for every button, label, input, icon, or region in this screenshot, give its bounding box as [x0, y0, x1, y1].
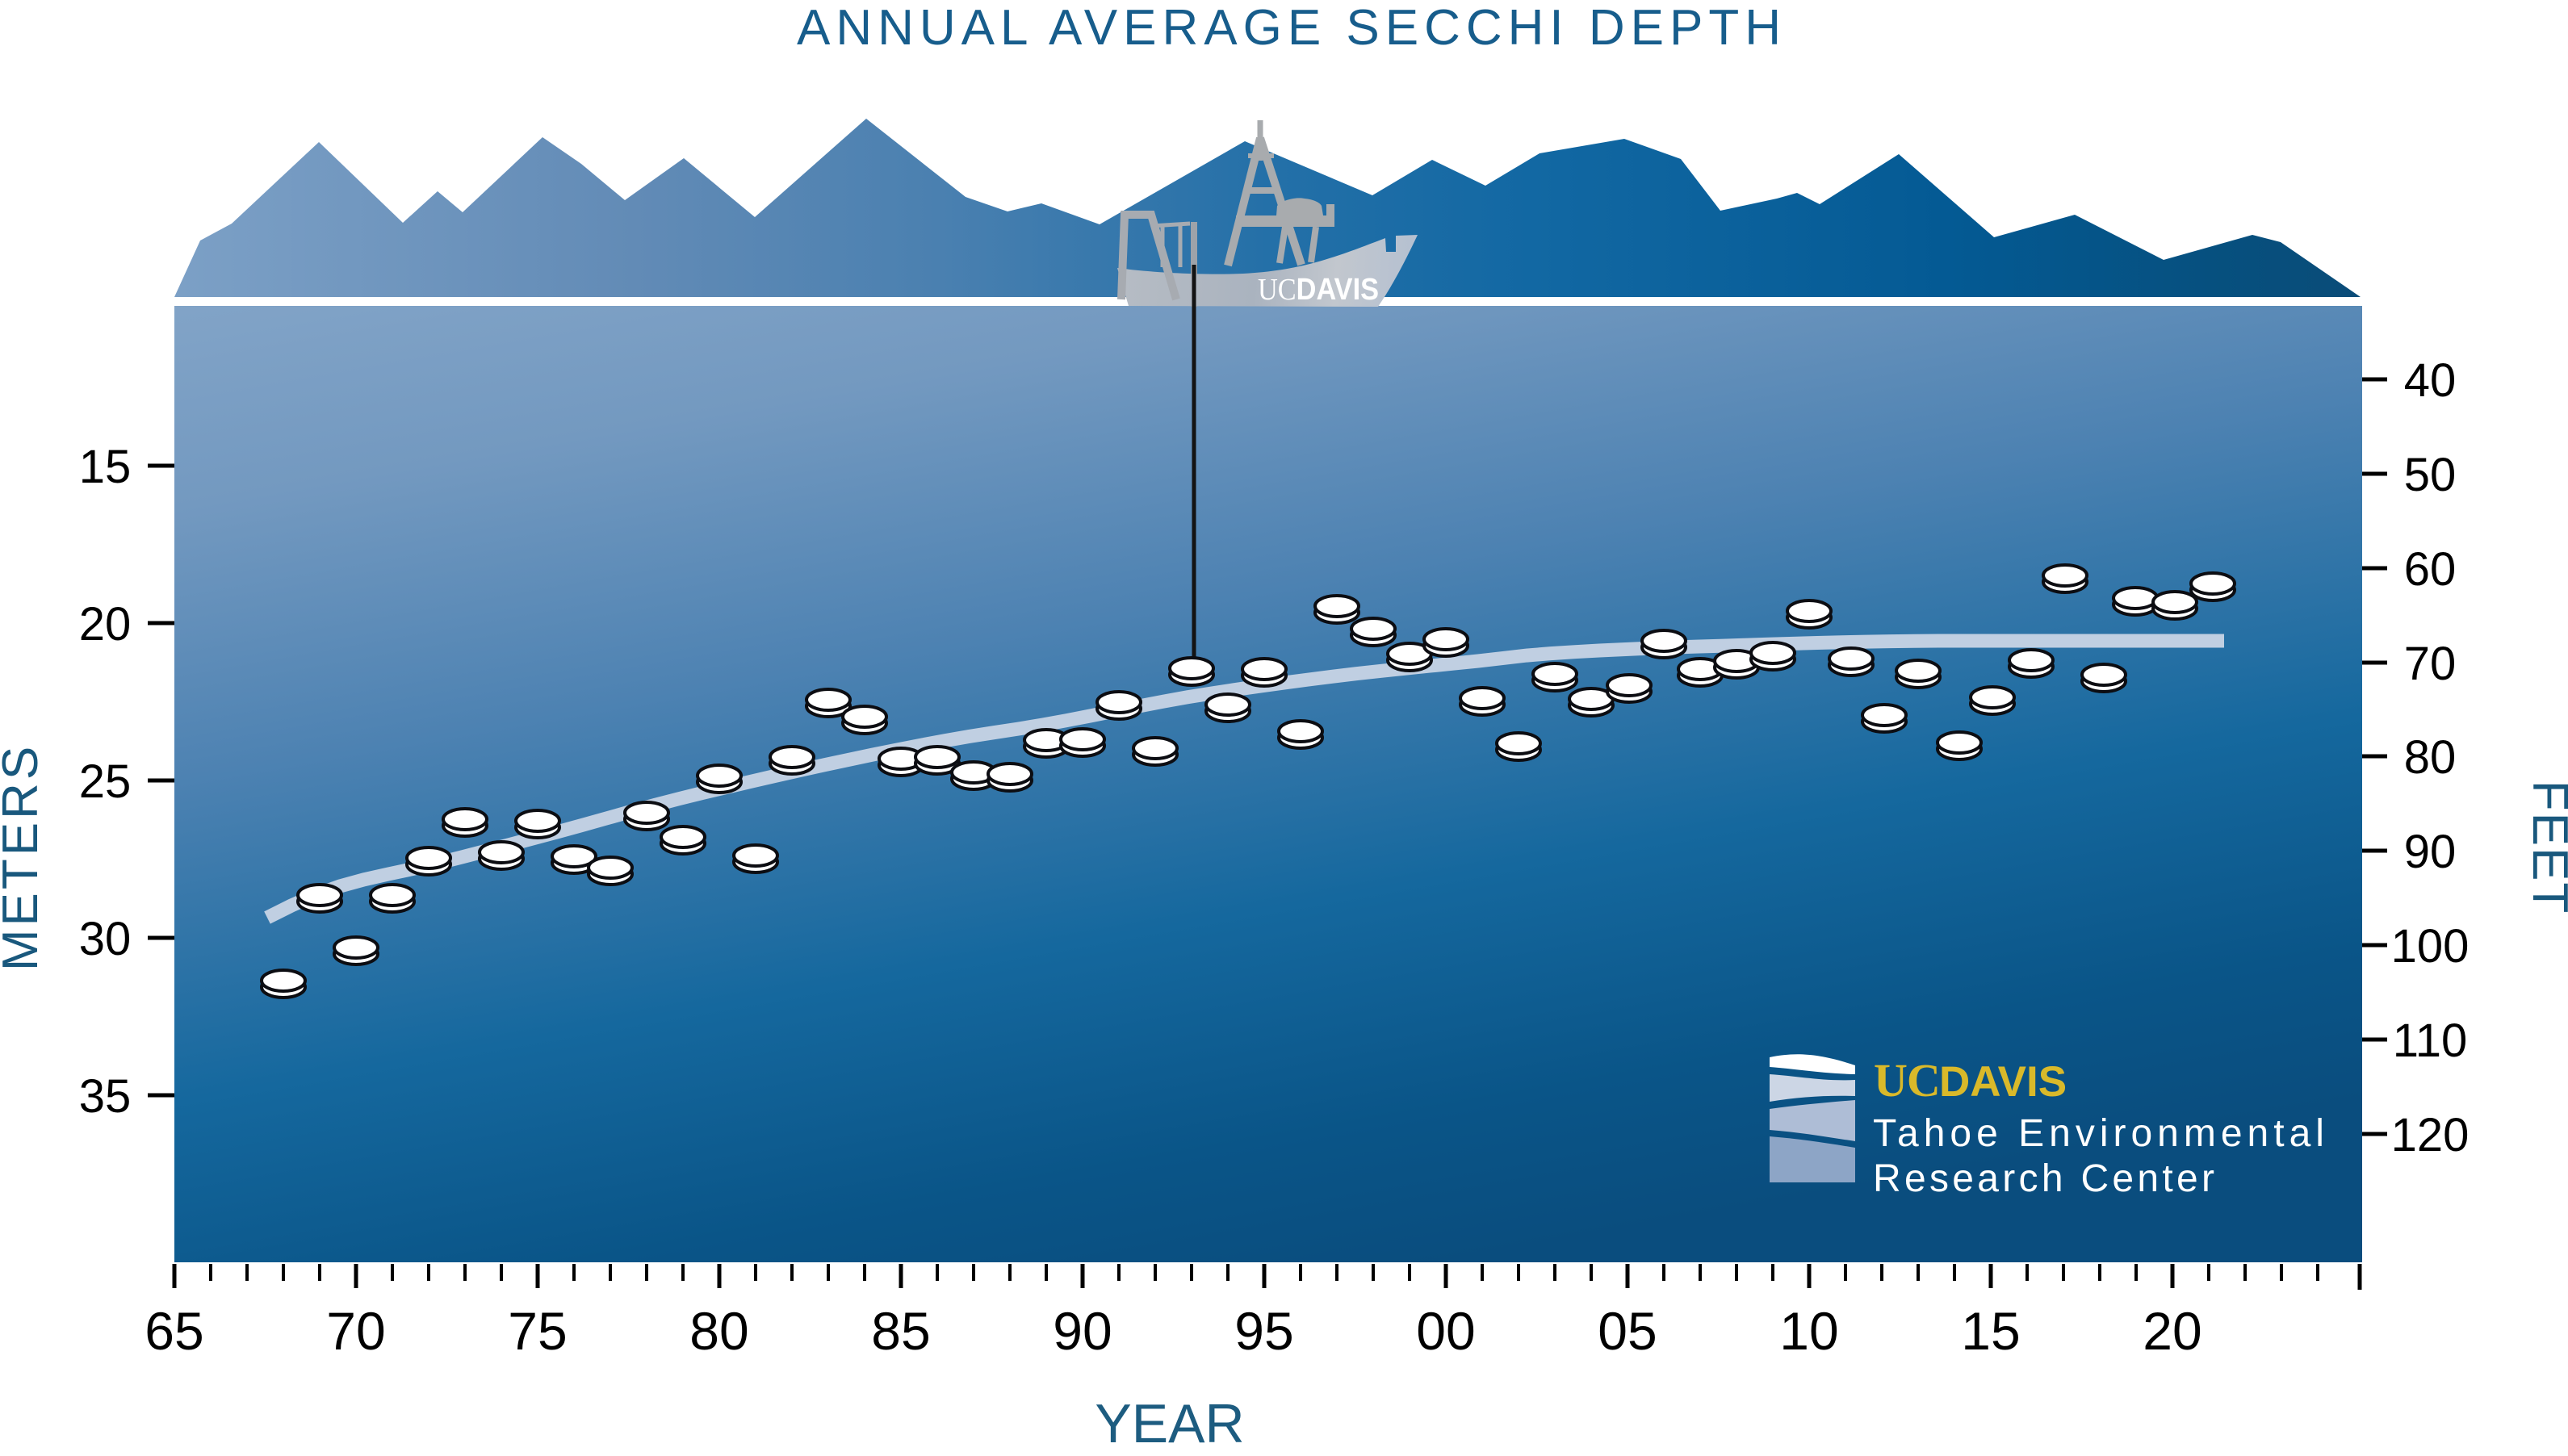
svg-text:120: 120: [2391, 1109, 2470, 1161]
svg-text:15: 15: [79, 441, 132, 493]
svg-text:95: 95: [1234, 1301, 1293, 1361]
svg-text:00: 00: [1416, 1301, 1475, 1361]
svg-text:UCDAVIS: UCDAVIS: [1258, 273, 1379, 307]
svg-text:FEET: FEET: [2522, 780, 2568, 914]
svg-text:110: 110: [2393, 1015, 2467, 1067]
svg-text:80: 80: [2404, 731, 2457, 784]
svg-text:15: 15: [1961, 1301, 2020, 1361]
svg-text:10: 10: [1779, 1301, 1838, 1361]
svg-text:60: 60: [2404, 543, 2457, 596]
svg-text:DAVIS: DAVIS: [1939, 1058, 2067, 1106]
svg-text:Tahoe Environmental: Tahoe Environmental: [1873, 1112, 2329, 1155]
svg-text:85: 85: [871, 1301, 930, 1361]
svg-text:35: 35: [79, 1070, 132, 1123]
svg-text:UC: UC: [1874, 1054, 1940, 1107]
svg-text:80: 80: [689, 1301, 748, 1361]
svg-text:70: 70: [2404, 638, 2457, 690]
svg-text:90: 90: [1053, 1301, 1112, 1361]
svg-text:65: 65: [145, 1301, 203, 1361]
svg-text:100: 100: [2391, 920, 2470, 973]
svg-text:75: 75: [508, 1301, 567, 1361]
svg-text:ANNUAL AVERAGE SECCHI DEPTH: ANNUAL AVERAGE SECCHI DEPTH: [797, 0, 1787, 56]
svg-text:20: 20: [2143, 1301, 2201, 1361]
svg-text:50: 50: [2404, 449, 2457, 501]
svg-text:Research Center: Research Center: [1873, 1157, 2218, 1200]
svg-text:25: 25: [79, 755, 132, 808]
svg-text:40: 40: [2404, 354, 2457, 407]
svg-text:05: 05: [1598, 1301, 1657, 1361]
svg-text:70: 70: [326, 1301, 385, 1361]
svg-text:20: 20: [79, 598, 132, 651]
svg-text:METERS: METERS: [0, 743, 48, 971]
svg-text:90: 90: [2404, 826, 2457, 878]
svg-text:30: 30: [79, 913, 132, 965]
svg-text:YEAR: YEAR: [1095, 1393, 1244, 1454]
